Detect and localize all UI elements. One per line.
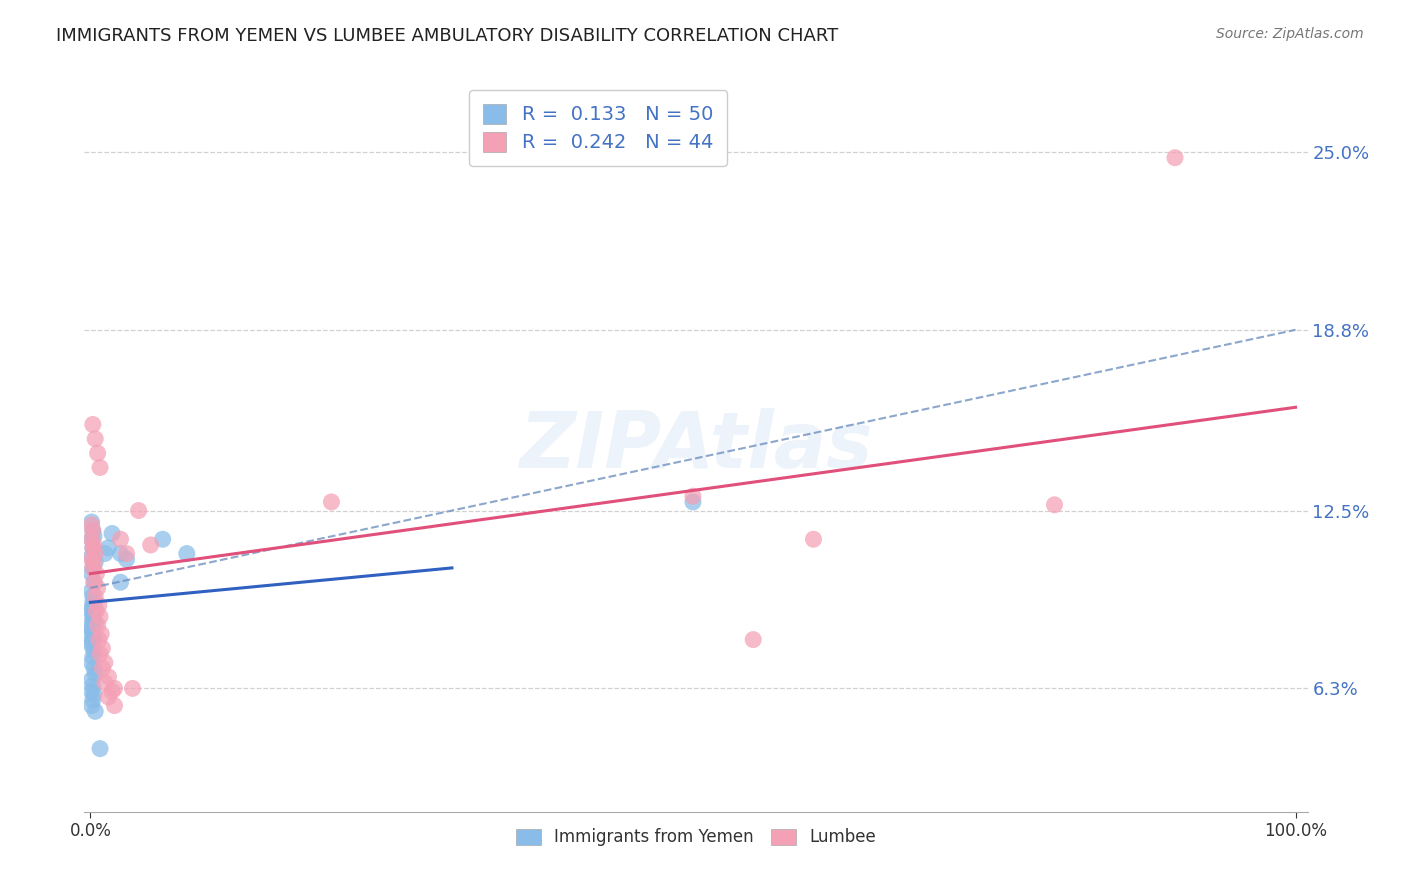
Point	[84, 590, 107, 604]
Point	[91, 641, 114, 656]
Point	[82, 693, 104, 707]
Text: Source: ZipAtlas.com: Source: ZipAtlas.com	[1216, 27, 1364, 41]
Point	[89, 741, 111, 756]
Point	[83, 607, 105, 621]
Point	[82, 632, 104, 647]
Point	[89, 460, 111, 475]
Point	[121, 681, 143, 696]
Point	[83, 575, 105, 590]
Point	[80, 515, 103, 529]
Point	[84, 615, 107, 630]
Point	[101, 526, 124, 541]
Point	[152, 533, 174, 547]
Point	[82, 541, 104, 555]
Legend: Immigrants from Yemen, Lumbee: Immigrants from Yemen, Lumbee	[508, 820, 884, 855]
Point	[80, 552, 103, 566]
Text: ZIPAtlas: ZIPAtlas	[519, 408, 873, 484]
Point	[83, 644, 105, 658]
Point	[82, 561, 104, 575]
Point	[82, 679, 104, 693]
Point	[139, 538, 162, 552]
Point	[80, 601, 103, 615]
Point	[682, 495, 704, 509]
Point	[1043, 498, 1066, 512]
Point	[83, 529, 105, 543]
Point	[84, 432, 107, 446]
Point	[110, 547, 132, 561]
Point	[94, 656, 117, 670]
Point	[80, 656, 103, 670]
Point	[80, 533, 103, 547]
Point	[321, 495, 343, 509]
Point	[97, 690, 120, 704]
Point	[94, 547, 117, 561]
Point	[86, 618, 108, 632]
Point	[84, 547, 107, 561]
Point	[80, 638, 103, 652]
Point	[89, 647, 111, 661]
Point	[97, 541, 120, 555]
Point	[84, 667, 107, 681]
Point	[115, 552, 138, 566]
Point	[82, 624, 104, 638]
Point	[80, 604, 103, 618]
Point	[742, 632, 765, 647]
Point	[82, 613, 104, 627]
Point	[103, 681, 125, 696]
Point	[80, 583, 103, 598]
Point	[80, 566, 103, 581]
Point	[176, 547, 198, 561]
Point	[110, 533, 132, 547]
Point	[83, 661, 105, 675]
Point	[82, 524, 104, 538]
Point	[82, 541, 104, 555]
Point	[84, 704, 107, 718]
Point	[115, 547, 138, 561]
Point	[86, 581, 108, 595]
Point	[80, 621, 103, 635]
Point	[82, 524, 104, 538]
Point	[103, 698, 125, 713]
Point	[1164, 151, 1187, 165]
Point	[97, 670, 120, 684]
Point	[83, 630, 105, 644]
Point	[80, 698, 103, 713]
Point	[101, 684, 124, 698]
Point	[86, 446, 108, 460]
Point	[91, 661, 114, 675]
Point	[83, 538, 105, 552]
Point	[83, 575, 105, 590]
Point	[80, 627, 103, 641]
Point	[80, 618, 103, 632]
Point	[80, 533, 103, 547]
Point	[80, 635, 103, 649]
Point	[82, 649, 104, 664]
Point	[80, 684, 103, 698]
Point	[128, 503, 150, 517]
Point	[82, 590, 104, 604]
Point	[80, 549, 103, 564]
Point	[83, 687, 105, 701]
Point	[83, 555, 105, 569]
Point	[89, 609, 111, 624]
Point	[803, 533, 825, 547]
Point	[83, 598, 105, 612]
Point	[82, 609, 104, 624]
Point	[94, 675, 117, 690]
Point	[110, 575, 132, 590]
Point	[82, 595, 104, 609]
Point	[86, 566, 108, 581]
Point	[87, 598, 110, 612]
Point	[86, 604, 108, 618]
Point	[80, 673, 103, 687]
Point	[682, 489, 704, 503]
Point	[82, 417, 104, 432]
Text: IMMIGRANTS FROM YEMEN VS LUMBEE AMBULATORY DISABILITY CORRELATION CHART: IMMIGRANTS FROM YEMEN VS LUMBEE AMBULATO…	[56, 27, 838, 45]
Point	[82, 561, 104, 575]
Point	[80, 517, 103, 532]
Point	[84, 555, 107, 569]
Point	[87, 632, 110, 647]
Point	[90, 627, 112, 641]
